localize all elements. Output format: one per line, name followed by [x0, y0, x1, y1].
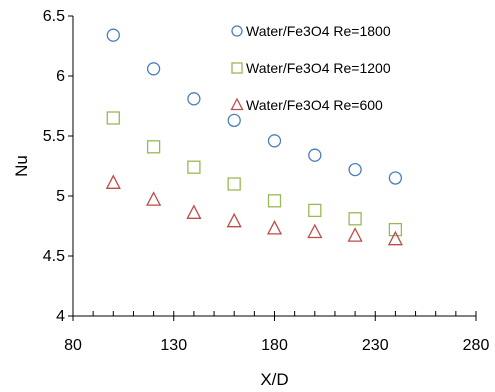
data-point	[348, 212, 362, 226]
data-point	[266, 219, 283, 235]
x-tick-label: 280	[463, 337, 490, 354]
data-point	[105, 174, 121, 189]
data-point	[387, 230, 403, 246]
y-tick-label: 4	[56, 308, 65, 325]
data-point	[267, 134, 282, 148]
x-tick-label: 180	[261, 337, 288, 354]
legend-marker	[231, 62, 243, 74]
data-point	[106, 111, 120, 125]
data-point	[146, 191, 162, 206]
x-ticks: 80 130 180 230 280	[64, 311, 489, 354]
data-point	[307, 223, 323, 239]
series-2	[106, 111, 403, 237]
legend-marker	[231, 25, 243, 37]
data-point	[388, 222, 403, 237]
x-tick-label: 130	[160, 337, 187, 354]
y-tick-label: 6.5	[43, 8, 65, 25]
data-point	[146, 62, 161, 76]
data-point	[347, 227, 363, 242]
data-point	[146, 140, 161, 154]
series-3	[105, 174, 403, 246]
legend-marker	[230, 97, 244, 111]
data-point	[227, 113, 241, 128]
x-tick-label: 80	[64, 337, 82, 354]
y-axis-title: Nu	[12, 155, 31, 177]
y-tick-label: 4.5	[43, 248, 65, 265]
data-point	[308, 203, 322, 218]
data-point	[187, 92, 201, 106]
data-point	[186, 204, 202, 219]
data-point	[226, 212, 242, 228]
data-point	[187, 160, 201, 174]
y-tick-label: 6	[56, 68, 65, 85]
data-point	[106, 28, 120, 42]
y-tick-label: 5	[56, 188, 65, 205]
data-point	[348, 162, 362, 177]
legend: Water/Fe3O4 Re=1800 Water/Fe3O4 Re=1200 Wa…	[230, 23, 391, 113]
data-point	[308, 148, 322, 162]
y-ticks: 4 4.5 5 5.5 6 6.5	[43, 8, 73, 325]
x-tick-label: 230	[362, 337, 389, 354]
legend-label: Water/Fe3O4 Re=1800	[246, 23, 391, 39]
data-point	[227, 177, 241, 191]
series-1	[106, 28, 403, 185]
data-point	[267, 194, 282, 208]
x-axis-title: X/D	[260, 370, 288, 389]
legend-label: Water/Fe3O4 Re=600	[246, 97, 383, 113]
y-tick-label: 5.5	[43, 128, 65, 145]
data-point	[388, 171, 403, 185]
legend-label: Water/Fe3O4 Re=1200	[246, 60, 391, 76]
data-points	[105, 28, 403, 246]
